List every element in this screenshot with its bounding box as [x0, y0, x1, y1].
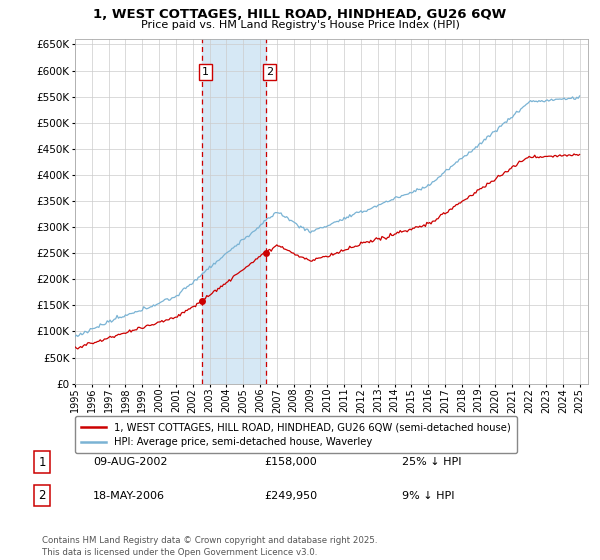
Text: 1, WEST COTTAGES, HILL ROAD, HINDHEAD, GU26 6QW: 1, WEST COTTAGES, HILL ROAD, HINDHEAD, G…: [94, 8, 506, 21]
Text: 09-AUG-2002: 09-AUG-2002: [93, 457, 167, 467]
Text: Price paid vs. HM Land Registry's House Price Index (HPI): Price paid vs. HM Land Registry's House …: [140, 20, 460, 30]
Text: 1: 1: [38, 455, 46, 469]
Text: 18-MAY-2006: 18-MAY-2006: [93, 491, 165, 501]
Text: Contains HM Land Registry data © Crown copyright and database right 2025.
This d: Contains HM Land Registry data © Crown c…: [42, 536, 377, 557]
Text: £249,950: £249,950: [264, 491, 317, 501]
Bar: [202, 39, 266, 384]
Text: £158,000: £158,000: [264, 457, 317, 467]
Text: 9% ↓ HPI: 9% ↓ HPI: [402, 491, 455, 501]
Text: 2: 2: [38, 489, 46, 502]
Text: 2: 2: [266, 67, 273, 77]
Text: 25% ↓ HPI: 25% ↓ HPI: [402, 457, 461, 467]
Legend: 1, WEST COTTAGES, HILL ROAD, HINDHEAD, GU26 6QW (semi-detached house), HPI: Aver: 1, WEST COTTAGES, HILL ROAD, HINDHEAD, G…: [75, 416, 517, 453]
Text: 1: 1: [202, 67, 209, 77]
